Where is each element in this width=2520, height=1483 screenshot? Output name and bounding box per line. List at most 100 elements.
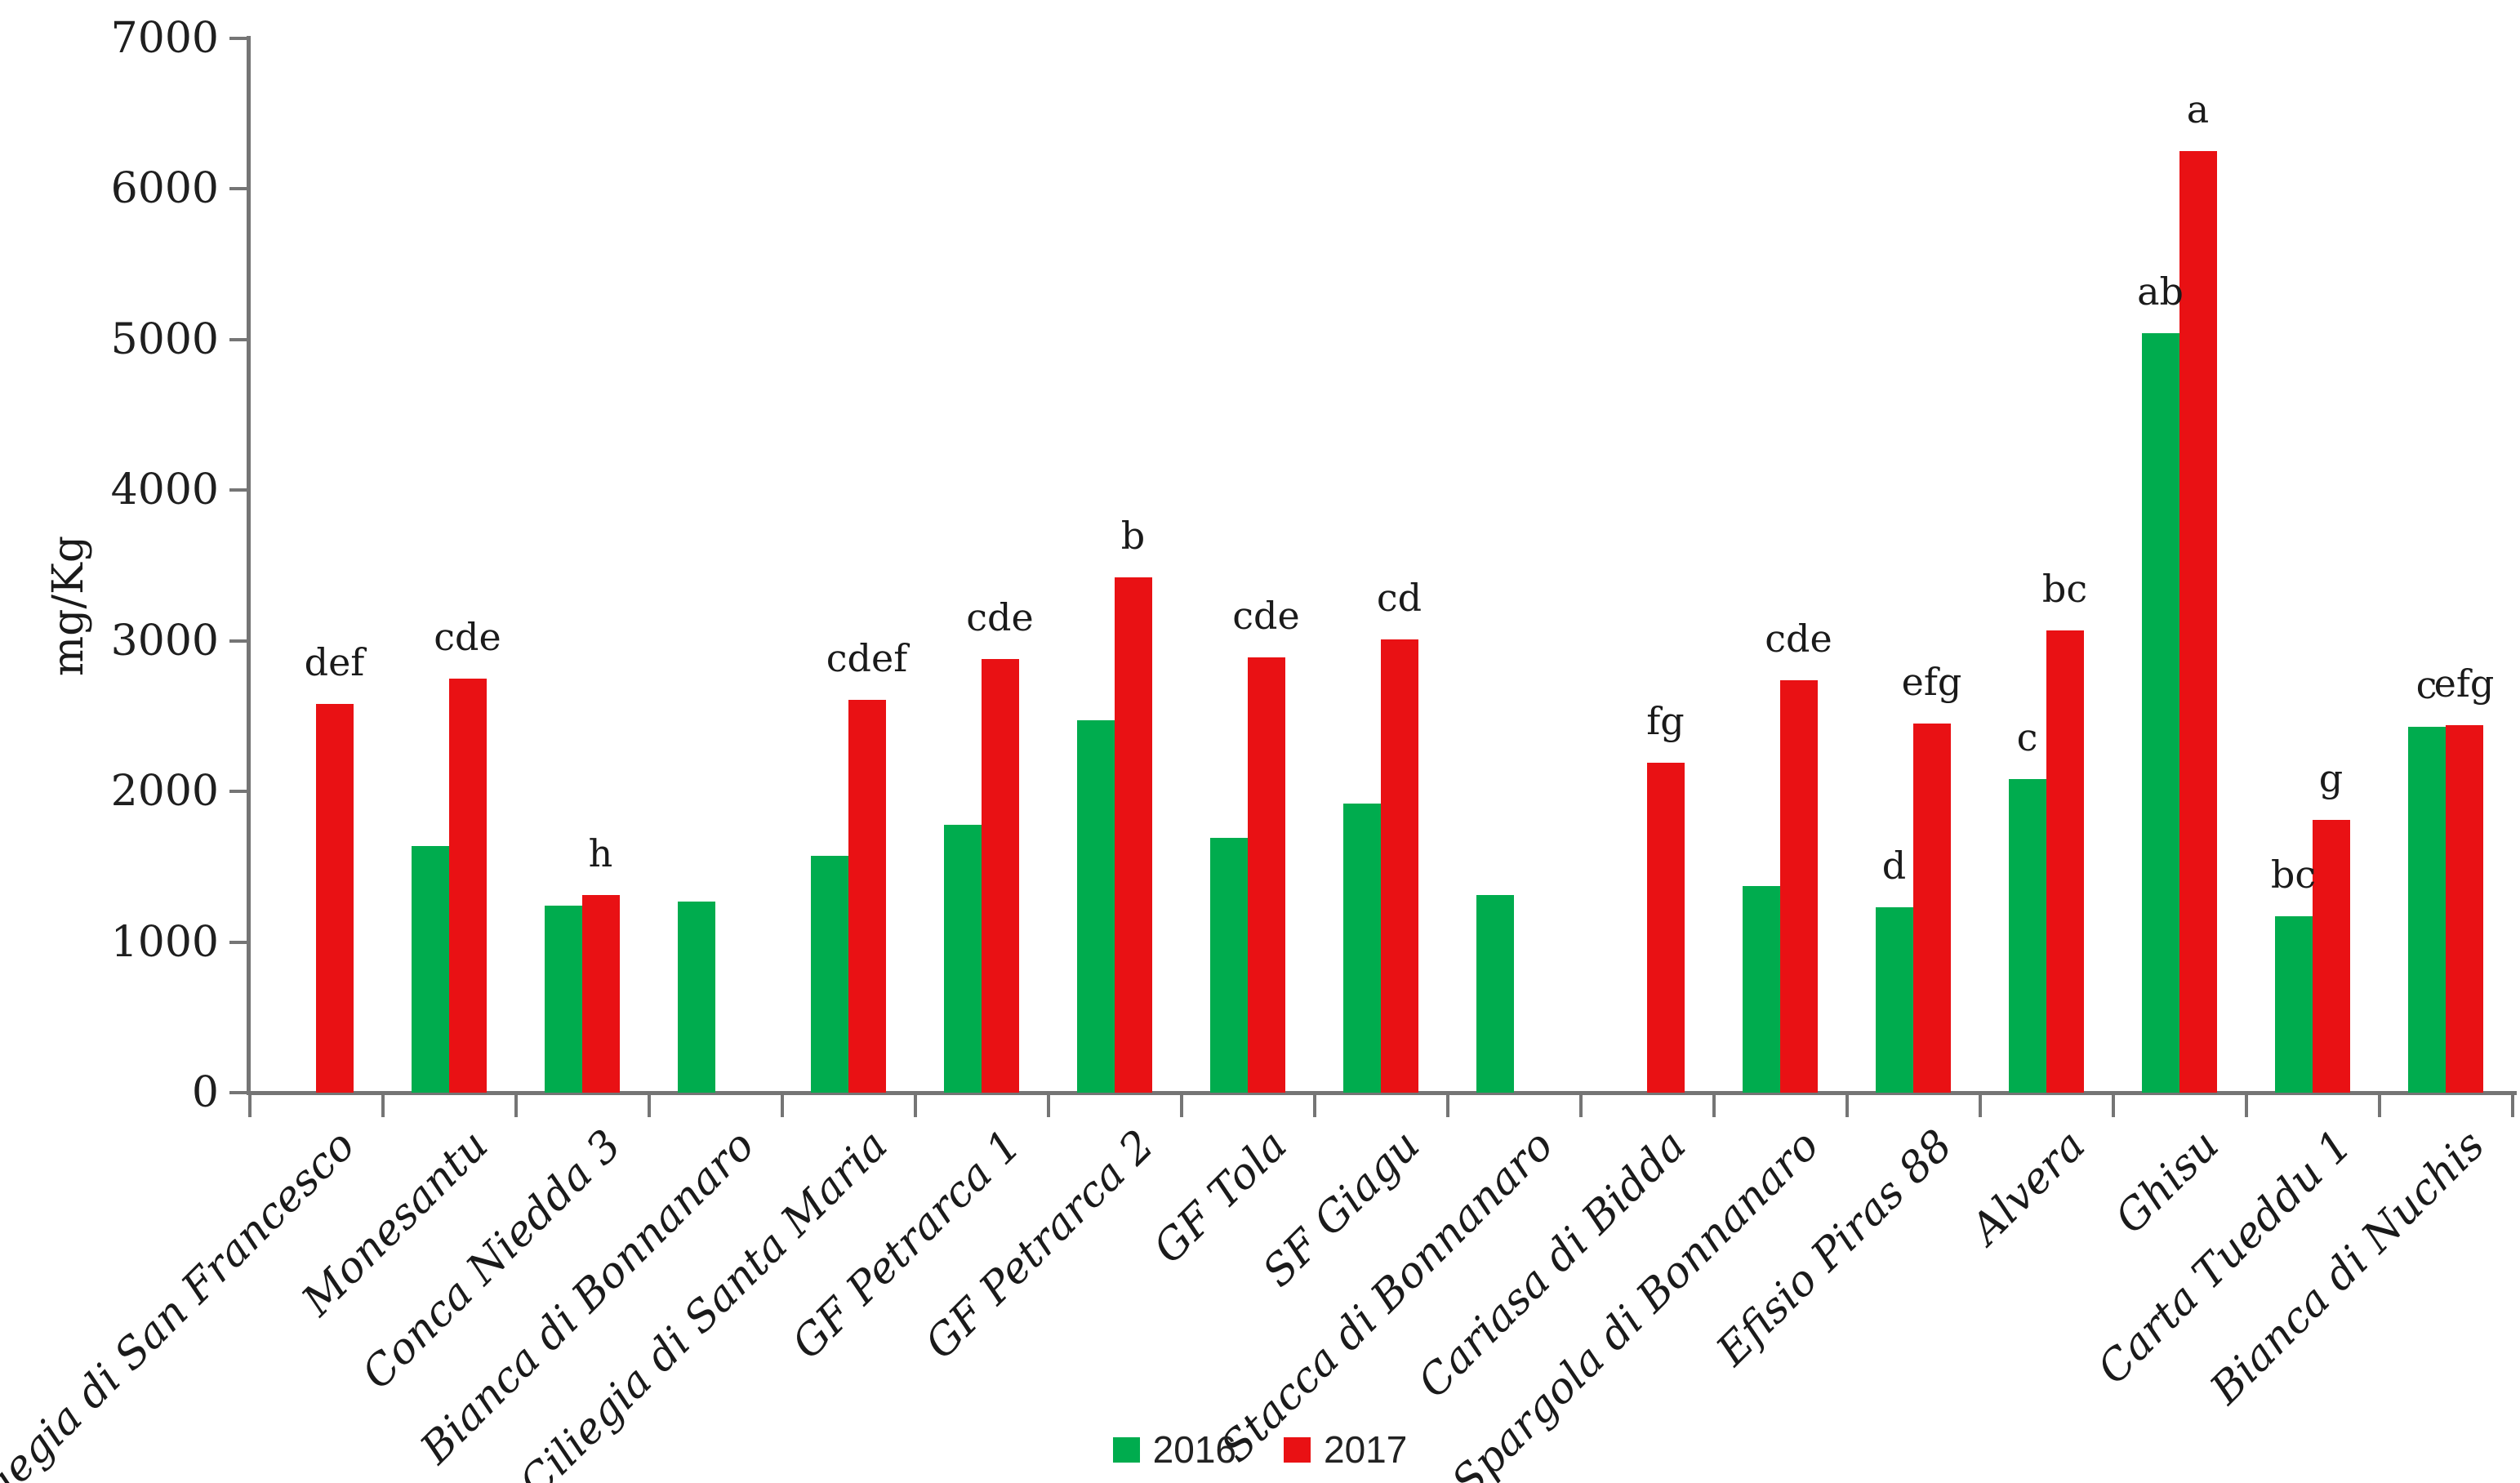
x-tick-mark — [914, 1093, 917, 1117]
sig-letter-2017-6: b — [1120, 514, 1146, 559]
bar-2016-1 — [411, 845, 449, 1093]
bar-2016-2 — [544, 906, 582, 1093]
sig-letter-2017-11: cde — [1765, 616, 1832, 661]
x-tick-mark — [514, 1093, 518, 1117]
y-axis-line — [247, 36, 251, 1095]
y-tick-mark — [229, 639, 247, 643]
bar-2016-11 — [1742, 886, 1780, 1093]
bar-2017-8 — [1380, 639, 1418, 1093]
category-label: Efisio Piras 88 — [1707, 1120, 1962, 1376]
bar-2016-13 — [2008, 779, 2046, 1093]
sig-letter-2017-14: a — [2186, 87, 2210, 132]
sig-letter-2016-14: ab — [2137, 269, 2184, 314]
sig-letter-2017-8: cd — [1376, 575, 1423, 620]
y-tick-mark — [229, 337, 247, 341]
bar-2017-15 — [2312, 820, 2350, 1093]
x-tick-mark — [1313, 1093, 1316, 1117]
y-tick-label: 0 — [191, 1068, 219, 1117]
sig-letter-2016-12: d — [1881, 844, 1907, 888]
y-tick-mark — [229, 187, 247, 191]
x-tick-mark — [2112, 1093, 2115, 1117]
bar-2017-10 — [1646, 763, 1685, 1093]
bar-2017-12 — [1912, 724, 1951, 1093]
y-tick-label: 1000 — [110, 917, 219, 967]
bar-2016-7 — [1209, 838, 1248, 1093]
x-tick-mark — [1047, 1093, 1050, 1117]
legend-item-2017: 2017 — [1284, 1427, 1407, 1472]
legend-item-2016: 2016 — [1112, 1427, 1236, 1472]
bar-2017-14 — [2179, 151, 2217, 1093]
y-tick-label: 6000 — [110, 164, 219, 214]
y-tick-label: 3000 — [110, 616, 219, 666]
legend-label-2016: 2016 — [1152, 1428, 1236, 1471]
y-tick-label: 4000 — [110, 465, 219, 515]
bar-2017-4 — [848, 699, 886, 1093]
sig-letter-2017-12: efg — [1901, 660, 1962, 705]
bar-2017-6 — [1114, 577, 1152, 1093]
bar-2017-11 — [1779, 679, 1818, 1093]
x-tick-mark — [2245, 1093, 2248, 1117]
category-label: Conca Niedda 3 — [353, 1120, 631, 1399]
bar-2016-5 — [943, 824, 982, 1093]
bar-2017-16 — [2445, 724, 2483, 1093]
y-tick-label: 5000 — [110, 314, 219, 364]
sig-letter-2017-13: bc — [2041, 566, 2088, 611]
y-tick-mark — [229, 1091, 247, 1094]
y-tick-mark — [229, 940, 247, 944]
sig-letter-2017-2: h — [588, 831, 613, 876]
category-label: GF Petrarca 2 — [915, 1120, 1164, 1369]
bar-2016-14 — [2141, 333, 2179, 1093]
sig-letter-2016-13: c — [2016, 715, 2038, 760]
sig-letter-2017-10: fg — [1646, 699, 1685, 744]
y-tick-mark — [229, 37, 247, 40]
sig-letter-2016-16: c — [2415, 662, 2438, 707]
bar-2017-1 — [448, 678, 487, 1093]
x-tick-mark — [1446, 1093, 1449, 1117]
y-tick-label: 2000 — [110, 767, 219, 817]
sig-letter-2017-1: cde — [434, 614, 501, 659]
bar-2016-6 — [1076, 720, 1115, 1093]
y-tick-label: 7000 — [110, 14, 219, 63]
sig-letter-2017-7: cde — [1232, 594, 1300, 638]
x-tick-mark — [1845, 1093, 1849, 1117]
bar-2017-13 — [2046, 630, 2084, 1093]
legend-swatch-2016-icon — [1112, 1436, 1140, 1463]
legend: 2016 2017 — [0, 1427, 2520, 1472]
bar-2017-0 — [315, 704, 354, 1093]
legend-label-2017: 2017 — [1324, 1428, 1408, 1471]
x-tick-mark — [248, 1093, 252, 1117]
y-tick-mark — [229, 790, 247, 794]
bar-2017-5 — [981, 658, 1019, 1093]
category-label: GF Petrarca 1 — [782, 1120, 1031, 1369]
x-tick-mark — [1579, 1093, 1583, 1117]
sig-letter-2017-15: g — [2318, 756, 2344, 801]
y-tick-mark — [229, 488, 247, 492]
sig-letter-2017-0: def — [304, 640, 365, 685]
category-label: Ghisu — [2105, 1120, 2228, 1244]
x-tick-mark — [2511, 1093, 2514, 1117]
x-tick-mark — [1712, 1093, 1716, 1117]
sig-letter-2017-16: efg — [2433, 661, 2495, 706]
x-tick-mark — [781, 1093, 784, 1117]
bar-2017-7 — [1247, 657, 1285, 1093]
bar-2016-12 — [1875, 907, 1913, 1093]
legend-swatch-2017-icon — [1284, 1436, 1311, 1463]
x-tick-mark — [1180, 1093, 1183, 1117]
bar-2016-15 — [2274, 916, 2313, 1093]
category-label: Carta Tueddu 1 — [2088, 1120, 2362, 1394]
x-tick-mark — [648, 1093, 651, 1117]
bar-2016-3 — [677, 901, 715, 1093]
x-tick-mark — [1979, 1093, 1982, 1117]
x-tick-mark — [2378, 1093, 2381, 1117]
bar-2017-2 — [581, 895, 620, 1093]
sig-letter-2017-4: cdef — [826, 635, 908, 680]
x-axis-line — [247, 1091, 2517, 1095]
x-tick-mark — [381, 1093, 385, 1117]
category-label: Alvera — [1961, 1120, 2095, 1254]
bar-2016-4 — [810, 856, 848, 1093]
bar-2016-16 — [2407, 726, 2446, 1093]
bar-2016-9 — [1476, 895, 1514, 1093]
bar-2016-8 — [1342, 803, 1381, 1093]
sig-letter-2017-5: cde — [966, 595, 1034, 639]
